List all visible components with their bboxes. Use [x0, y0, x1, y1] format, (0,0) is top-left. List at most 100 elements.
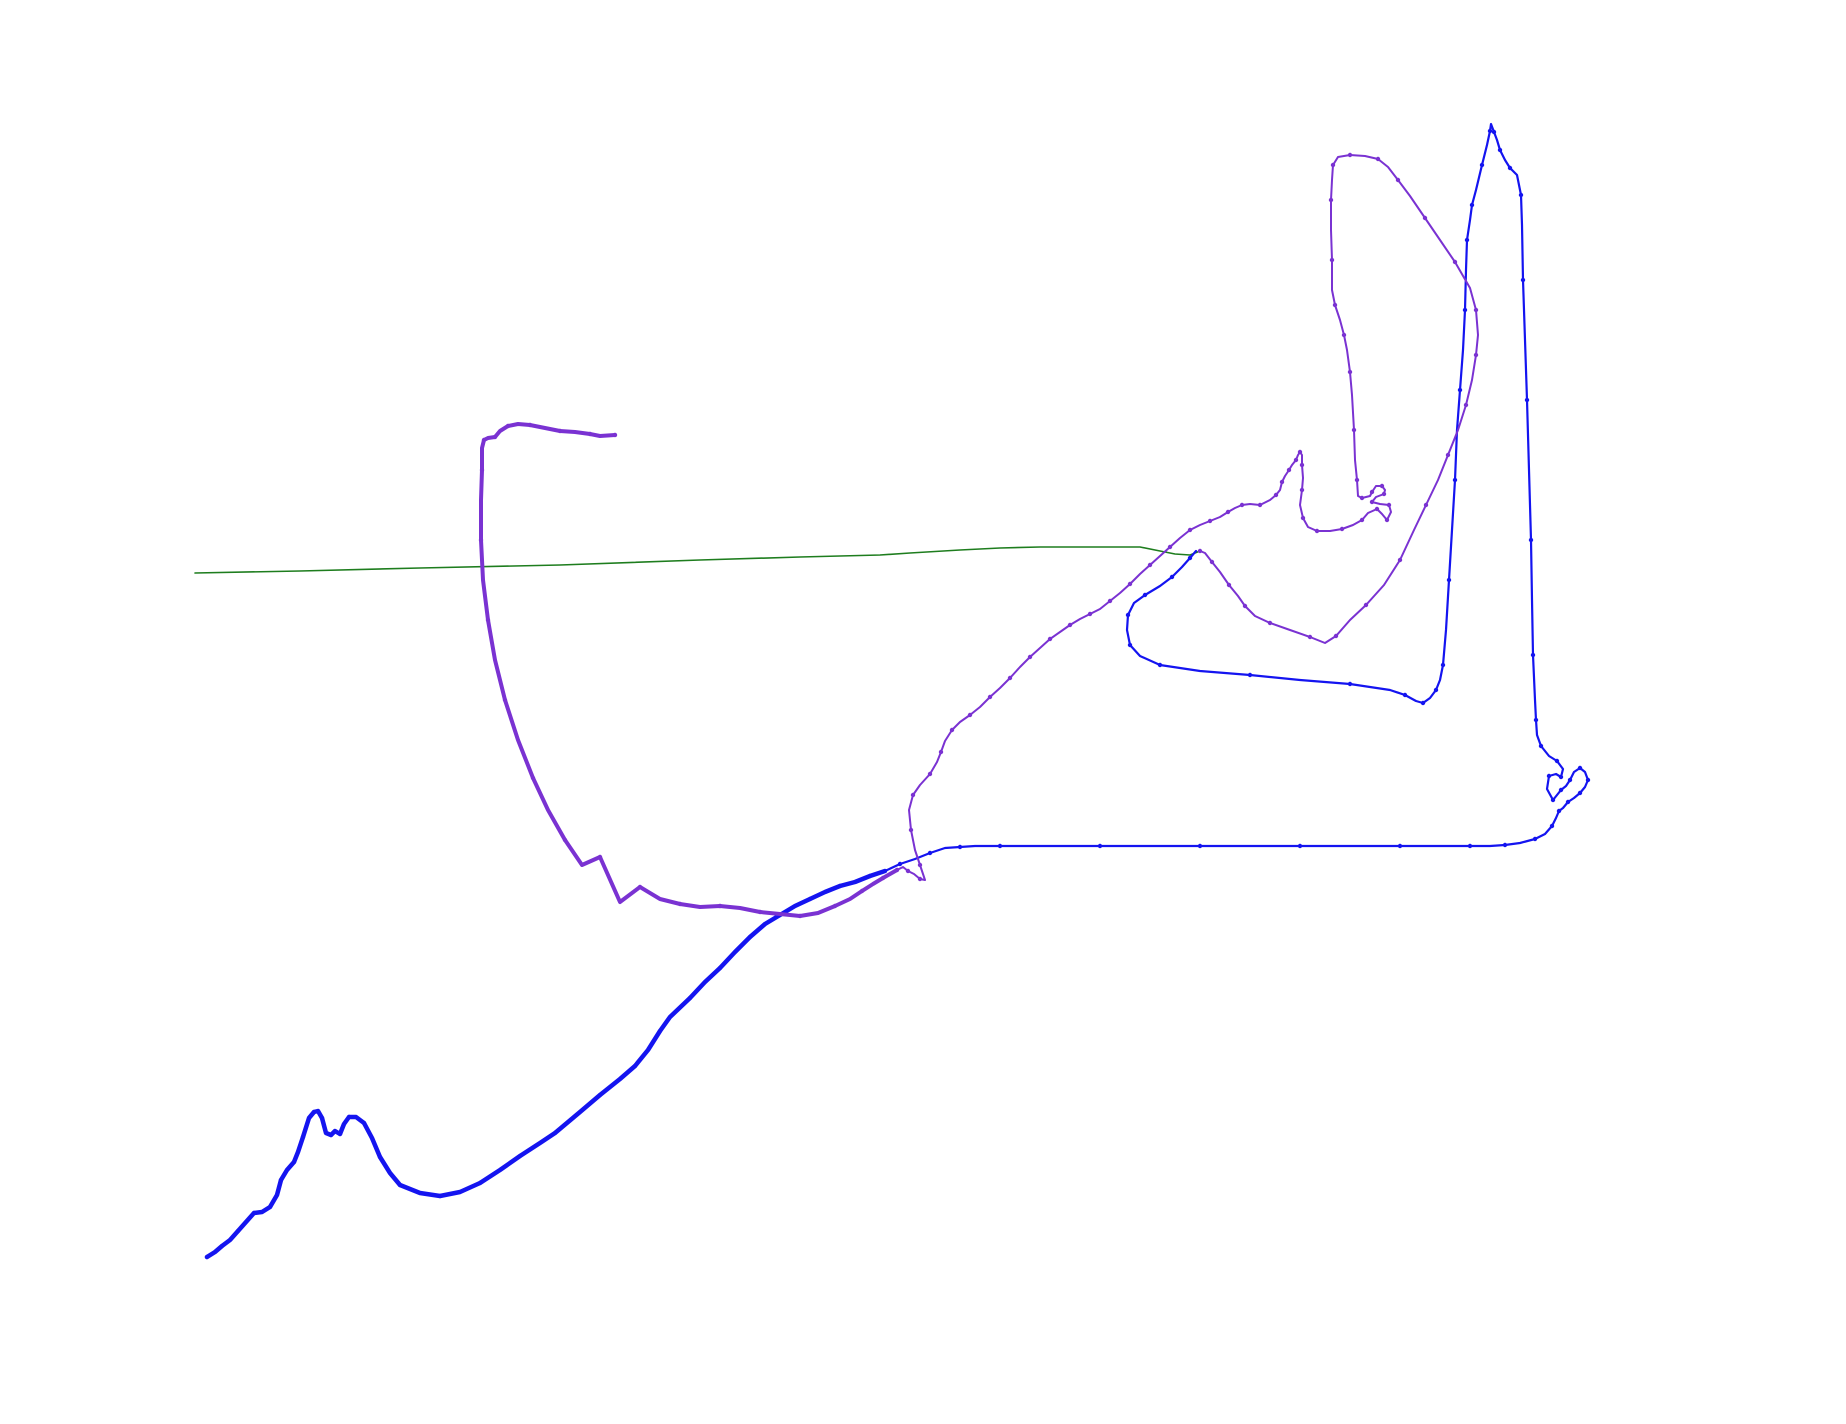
blue-trace-vertex: [552, 1130, 558, 1136]
purple-trace-vertex: [1463, 402, 1469, 408]
purple-trace-vertex: [1286, 467, 1292, 473]
purple-trace-vertex: [1339, 526, 1345, 532]
purple-trace-vertex: [917, 862, 923, 868]
purple-trace-vertex: [1351, 427, 1357, 433]
trace-layer: [194, 122, 1591, 1260]
blue-trace-vertex: [1491, 129, 1497, 135]
blue-trace-vertex: [1502, 842, 1508, 848]
purple-trace-vertex: [797, 913, 803, 919]
purple-trace-vertex: [1127, 581, 1133, 587]
purple-trace-vertex: [880, 875, 886, 881]
blue-trace-vertex: [897, 861, 903, 867]
purple-trace-vertex: [485, 617, 491, 623]
purple-trace-vertex: [908, 827, 914, 833]
purple-trace-vertex: [1329, 257, 1335, 263]
blue-trace-vertex: [632, 1063, 638, 1069]
purple-trace-vertex: [557, 428, 563, 434]
purple-trace-vertex: [597, 854, 603, 860]
purple-trace-vertex: [1307, 634, 1313, 640]
blue-trace-vertex: [1518, 192, 1524, 198]
blue-trace-vertex: [747, 934, 753, 940]
purple-trace-vertex: [894, 867, 900, 873]
purple-trace-vertex: [587, 431, 593, 437]
blue-trace-vertex: [1127, 642, 1133, 648]
blue-trace-vertex: [657, 1028, 663, 1034]
blue-trace-vertex: [1533, 717, 1539, 723]
purple-trace-vertex: [949, 727, 955, 733]
blue-trace-vertex: [1402, 692, 1408, 698]
purple-trace-vertex: [1197, 548, 1203, 554]
purple-trace-vertex: [1297, 449, 1303, 455]
purple-trace-vertex: [832, 903, 838, 909]
blue-trace-vertex: [267, 1204, 273, 1210]
purple-trace-vertex: [938, 749, 944, 755]
blue-trace-vertex: [1558, 774, 1564, 780]
purple-trace-vertex: [612, 432, 618, 438]
blue-trace-vertex: [1550, 797, 1556, 803]
purple-trace-vertex: [927, 771, 933, 777]
blue-trace-vertex: [867, 873, 873, 879]
blue-trace-vertex: [1530, 652, 1536, 658]
purple-trace-vertex: [1386, 502, 1392, 508]
purple-trace-vertex: [1267, 620, 1273, 626]
blue-trace-vertex: [1558, 787, 1564, 793]
purple-trace-vertex: [1374, 506, 1380, 512]
purple-trace-vertex: [1473, 307, 1479, 313]
blue-trace-vertex: [1297, 843, 1303, 849]
blue-trace-vertex: [1157, 662, 1163, 668]
purple-trace-vertex: [1445, 452, 1451, 458]
purple-trace-vertex: [1347, 152, 1353, 158]
blue-trace-vertex: [1520, 277, 1526, 283]
purple-trace-vertex: [1147, 562, 1153, 568]
blue-trace-vertex: [251, 1210, 257, 1216]
blue-trace-vertex: [328, 1132, 334, 1138]
blue-trace-vertex: [1528, 537, 1534, 543]
blue-trace-vertex: [437, 1193, 443, 1199]
blue-trace-group: [204, 122, 1591, 1260]
purple-trace-vertex: [1422, 215, 1428, 221]
purple-trace-vertex: [1279, 479, 1285, 485]
purple-trace-vertex: [1067, 622, 1073, 628]
purple-trace-vertex: [1381, 491, 1387, 497]
purple-trace-vertex: [1007, 675, 1013, 681]
purple-trace-vertex: [1379, 483, 1385, 489]
blue-trace-vertex: [957, 844, 963, 850]
purple-trace-vertex: [1363, 602, 1369, 608]
blue-trace-vertex: [1467, 843, 1473, 849]
purple-trace-vertex: [637, 884, 643, 890]
blue-trace-vertex: [1567, 777, 1573, 783]
purple-trace-vertex: [1239, 502, 1245, 508]
blue-trace-vertex: [1497, 147, 1503, 153]
purple-trace-vertex: [1375, 156, 1381, 162]
purple-trace-vertex: [1314, 528, 1320, 534]
blue-trace-vertex: [1577, 790, 1583, 796]
blue-trace-vertex: [300, 1134, 306, 1140]
purple-trace-vertex: [530, 775, 536, 781]
purple-trace-vertex: [1207, 518, 1213, 524]
purple-trace-vertex: [505, 423, 511, 429]
purple-trace-vertex: [1423, 502, 1429, 508]
blue-trace-vertex: [1464, 237, 1470, 243]
blue-trace-vertex: [1556, 808, 1562, 814]
blue-trace-vertex: [1169, 574, 1175, 580]
purple-trace-vertex: [1354, 477, 1360, 483]
blue-trace-vertex: [1577, 765, 1583, 771]
purple-trace-vertex: [1087, 611, 1093, 617]
blue-trace-vertex: [1452, 477, 1458, 483]
blue-trace-vertex: [346, 1114, 352, 1120]
purple-trace-vertex: [987, 694, 993, 700]
blue-trace-vertex: [1420, 700, 1426, 706]
purple-trace-vertex: [905, 868, 911, 874]
blue-trace-vertex: [361, 1120, 367, 1126]
blue-trace-vertex: [1247, 672, 1253, 678]
blue-trace-vertex: [1538, 743, 1544, 749]
purple-trace-vertex: [1384, 517, 1390, 523]
purple-trace-vertex: [1300, 515, 1306, 521]
purple-trace-vertex: [1369, 499, 1375, 505]
blue-trace-vertex: [1524, 397, 1530, 403]
blue-trace-vertex: [1446, 577, 1452, 583]
blue-trace-vertex: [1469, 202, 1475, 208]
blue-trace-vertex: [517, 1153, 523, 1159]
